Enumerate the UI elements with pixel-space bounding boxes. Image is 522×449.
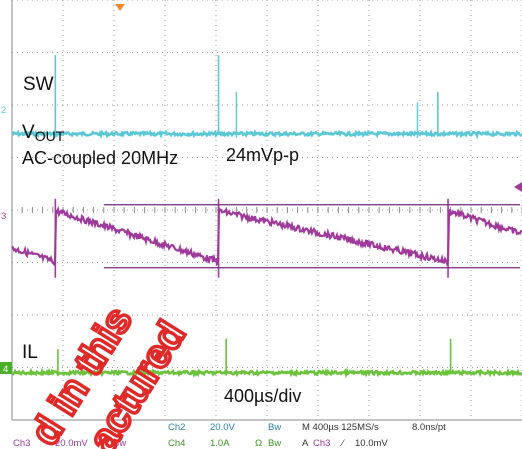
ch4-label: Ch4	[168, 438, 185, 449]
trigger-level-marker	[514, 182, 522, 192]
channel-marker-2: 2	[1, 105, 6, 116]
ac-coupled-label: AC-coupled 20MHz	[22, 148, 178, 168]
trace-sw	[11, 128, 522, 140]
trigger-slope: ⁄	[340, 438, 345, 449]
grid	[11, 0, 522, 421]
ch4-ohm: Ω	[255, 438, 262, 449]
ch2-label: Ch2	[168, 422, 185, 433]
ch4-scale: 1.0A	[210, 438, 230, 449]
timebase-label: 400µs/div	[224, 386, 301, 406]
traces	[11, 55, 522, 379]
status-bar: Ch3 20.0mV Bw Ch2 20.0V Bw Ch4 1.0A Ω Bw…	[13, 422, 446, 449]
svg-text:4: 4	[3, 364, 8, 375]
trigger-a: A	[302, 438, 309, 449]
ch4-bw: Bw	[268, 438, 281, 449]
trace-il	[11, 367, 522, 379]
ch3-label: Ch3	[13, 438, 30, 449]
ch3-scale: 20.0mV	[55, 438, 88, 449]
ch2-bw: Bw	[268, 422, 281, 433]
trigger-position-marker	[115, 4, 125, 11]
ch2-scale: 20.0V	[210, 422, 235, 433]
trigger-source: Ch3	[313, 438, 330, 449]
timebase-setting: M 400µs 125MS/s	[302, 422, 379, 433]
channel-marker-3: 3	[1, 211, 6, 222]
sw-label: SW	[23, 74, 54, 95]
ch3-bw: Bw	[113, 438, 126, 449]
ripple-label: 24mVp-p	[226, 145, 299, 165]
svg-text:3: 3	[1, 211, 6, 222]
vout-label: VOUT	[22, 122, 65, 144]
il-label: IL	[22, 342, 38, 363]
channel-marker-4: 4	[0, 362, 12, 375]
trace-vout	[11, 204, 522, 267]
svg-text:2: 2	[1, 105, 6, 116]
trigger-level: 10.0mV	[355, 438, 388, 449]
sample-interval: 8.0ns/pt	[412, 422, 446, 433]
